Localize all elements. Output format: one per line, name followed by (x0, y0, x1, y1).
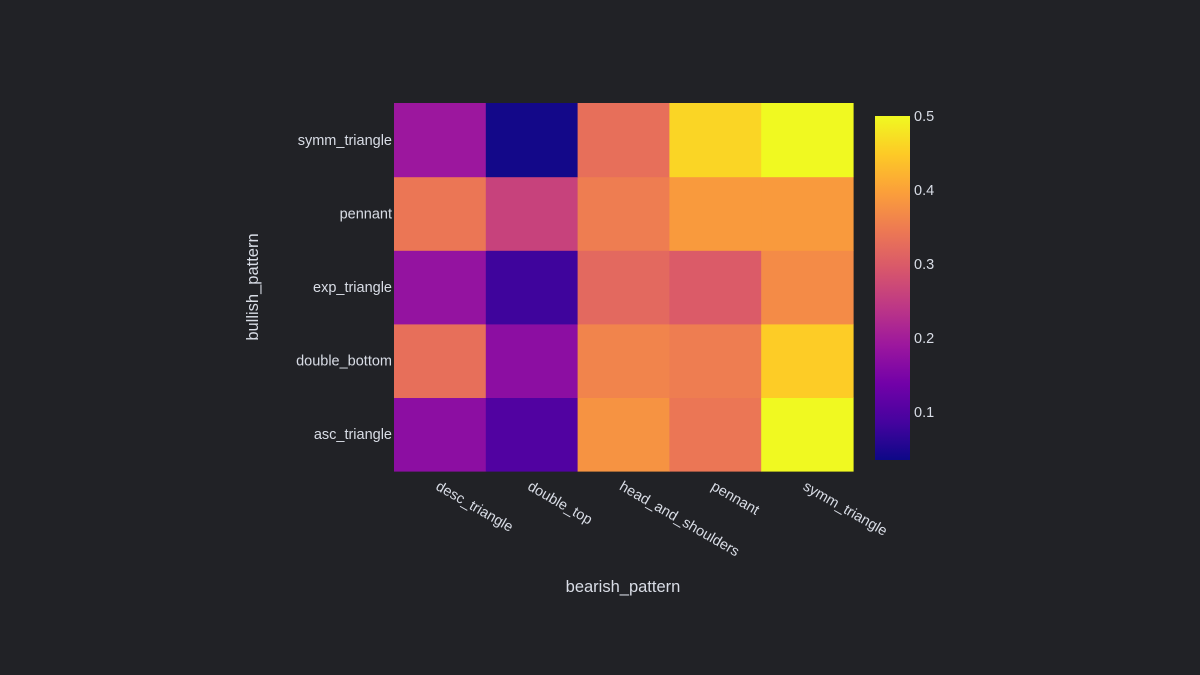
heatmap-cell-exp_triangle-head_and_shoulders (577, 250, 670, 325)
heatmap-cell-double_bottom-pennant (669, 323, 762, 398)
colorbar-tick-label: 0.2 (914, 331, 934, 347)
heatmap-cell-exp_triangle-symm_triangle (761, 250, 854, 325)
colorbar: 0.1 0.2 0.3 0.4 0.5 (875, 109, 934, 460)
colorbar-ticks: 0.1 0.2 0.3 0.4 0.5 (914, 109, 934, 421)
y-tick-label: double_bottom (296, 354, 392, 370)
heatmap-cell-pennant-double_top (485, 176, 579, 251)
heatmap-cell-pennant-desc_triangle (394, 176, 487, 251)
heatmap-cell-symm_triangle-symm_triangle (761, 103, 854, 178)
heatmap-cell-pennant-head_and_shoulders (577, 176, 670, 251)
heatmap-cell-asc_triangle-symm_triangle (761, 397, 854, 472)
heatmap-cell-double_bottom-head_and_shoulders (577, 323, 670, 398)
heatmap-cells (394, 103, 854, 472)
y-tick-label: symm_triangle (298, 133, 392, 149)
colorbar-tick-label: 0.5 (914, 109, 934, 125)
heatmap-cell-symm_triangle-pennant (669, 103, 762, 178)
colorbar-tick-label: 0.4 (914, 183, 934, 199)
heatmap-cell-exp_triangle-double_top (485, 250, 579, 325)
y-tick-label: exp_triangle (313, 280, 392, 296)
heatmap-cell-asc_triangle-double_top (485, 397, 579, 472)
heatmap-cell-asc_triangle-pennant (669, 397, 762, 472)
heatmap-cell-symm_triangle-double_top (485, 103, 579, 178)
x-tick-label: desc_triangle (433, 479, 516, 536)
y-tick-label: asc_triangle (314, 427, 392, 443)
colorbar-gradient (875, 116, 910, 460)
heatmap-cell-asc_triangle-head_and_shoulders (577, 397, 670, 472)
heatmap-cell-pennant-pennant (669, 176, 762, 251)
heatmap-cell-asc_triangle-desc_triangle (394, 397, 487, 472)
heatmap-cell-exp_triangle-desc_triangle (394, 250, 487, 325)
heatmap-cell-double_bottom-double_top (485, 323, 579, 398)
y-axis-ticks: asc_triangle double_bottom exp_triangle pen… (296, 133, 392, 443)
heatmap-cell-exp_triangle-pennant (669, 250, 762, 325)
x-tick-label: double_top (525, 479, 595, 529)
heatmap-cell-double_bottom-symm_triangle (761, 323, 854, 398)
heatmap-cell-symm_triangle-desc_triangle (394, 103, 487, 178)
colorbar-tick-label: 0.3 (914, 257, 934, 273)
x-tick-label: pennant (708, 479, 761, 519)
heatmap-cell-double_bottom-desc_triangle (394, 323, 487, 398)
x-tick-label: symm_triangle (800, 479, 890, 540)
heatmap-cell-pennant-symm_triangle (761, 176, 854, 251)
heatmap-cell-symm_triangle-head_and_shoulders (577, 103, 670, 178)
x-axis-title: bearish_pattern (566, 578, 681, 596)
colorbar-tick-label: 0.1 (914, 405, 934, 421)
y-tick-label: pennant (340, 206, 392, 222)
x-axis-ticks: desc_triangle double_top head_and_shoulder… (433, 479, 890, 561)
y-axis-title: bullish_pattern (244, 233, 262, 340)
